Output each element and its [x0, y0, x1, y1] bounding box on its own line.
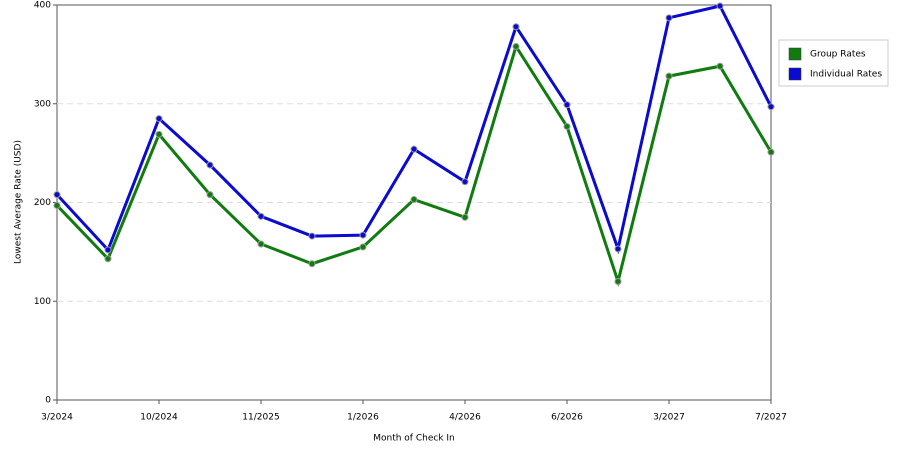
legend-swatch	[788, 67, 802, 81]
point	[614, 245, 622, 253]
point	[461, 178, 469, 186]
y-tick-label: 100	[34, 297, 51, 307]
point	[410, 196, 418, 204]
point	[665, 72, 673, 80]
legend-label: Individual Rates	[810, 70, 882, 80]
x-axis-label: Month of Check In	[373, 434, 455, 444]
point	[359, 231, 367, 239]
y-axis-label: Lowest Average Rate (USD)	[14, 140, 24, 264]
point	[257, 212, 265, 220]
point	[563, 122, 571, 130]
point	[104, 255, 112, 263]
x-tick-label: 1/2026	[347, 413, 379, 423]
x-tick-label: 10/2024	[140, 413, 178, 423]
point	[716, 62, 724, 70]
point	[461, 213, 469, 221]
point	[155, 130, 163, 138]
point	[155, 115, 163, 123]
point	[767, 148, 775, 156]
point	[53, 191, 61, 199]
point	[104, 246, 112, 254]
legend-swatch	[788, 47, 802, 61]
point	[665, 14, 673, 22]
x-tick-label: 11/2025	[242, 413, 279, 423]
y-tick-label: 0	[45, 396, 51, 406]
x-tick-label: 4/2026	[449, 413, 481, 423]
point	[512, 42, 520, 50]
y-tick-label: 200	[34, 198, 51, 208]
point	[308, 260, 316, 268]
y-tick-label: 400	[34, 1, 51, 11]
point	[359, 243, 367, 251]
point	[206, 191, 214, 199]
point	[410, 145, 418, 153]
x-tick-label: 3/2027	[653, 413, 685, 423]
point	[257, 240, 265, 248]
point	[53, 201, 61, 209]
point	[614, 278, 622, 285]
point	[512, 23, 520, 31]
point	[716, 2, 724, 10]
point	[767, 103, 775, 111]
legend-label: Group Rates	[810, 50, 866, 60]
x-tick-label: 3/2024	[41, 413, 73, 423]
point	[308, 232, 316, 240]
point	[206, 161, 214, 169]
y-tick-label: 300	[34, 99, 51, 109]
x-tick-label: 7/2027	[755, 413, 787, 423]
x-tick-label: 6/2026	[551, 413, 583, 423]
point	[563, 101, 571, 109]
